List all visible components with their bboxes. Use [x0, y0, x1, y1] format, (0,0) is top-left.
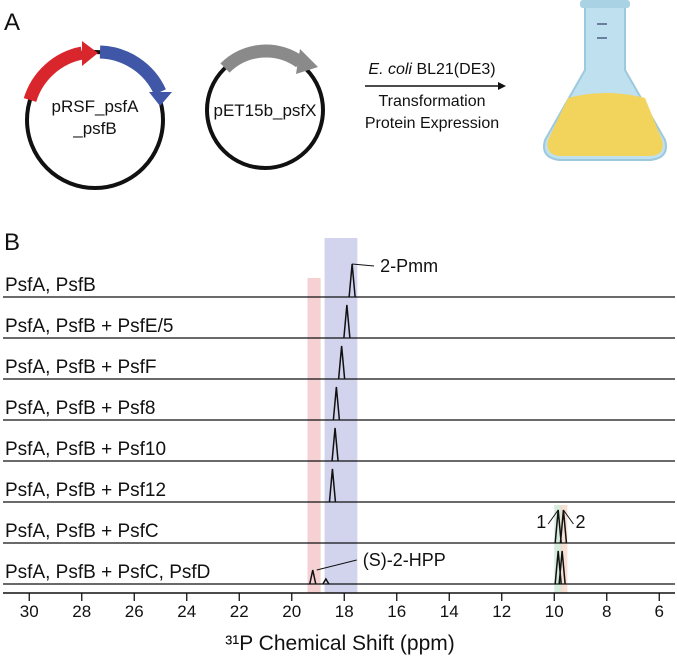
highlight-band [307, 278, 321, 593]
highlight-band [560, 505, 568, 593]
leader-line [316, 559, 357, 571]
host-strain: BL21(DE3) [416, 61, 495, 78]
annotation: (S)-2-HPP [363, 550, 446, 570]
host-label: E. coli BL21(DE3) [368, 61, 495, 78]
peak [332, 386, 341, 421]
peak [322, 577, 330, 585]
x-axis-title: ³¹P Chemical Shift (ppm) [225, 632, 455, 655]
plasmid-2 [205, 44, 325, 170]
step-label: Transformation [379, 93, 486, 110]
plasmid-label: pRSF_psfA [52, 97, 140, 116]
highlight-band [554, 505, 563, 593]
step-label: Protein Expression [365, 115, 499, 132]
flask [543, 0, 667, 161]
x-tick-label: 18 [335, 602, 354, 621]
trace-label: PsfA, PsfB + Psf10 [5, 439, 166, 460]
x-tick-label: 22 [230, 602, 249, 621]
trace-label: PsfA, PsfB + PsfC, PsfD [5, 562, 210, 583]
x-tick-label: 24 [177, 602, 196, 621]
plasmid-label: pET15b_psfX [213, 101, 316, 120]
peak [343, 304, 351, 339]
peak [331, 427, 339, 462]
x-tick-label: 16 [387, 602, 406, 621]
trace-label: PsfA, PsfB [5, 275, 96, 296]
annotation: 2 [575, 512, 585, 532]
arrowhead [498, 82, 506, 90]
peak [328, 468, 337, 503]
x-tick-label: 6 [655, 602, 664, 621]
trace-label: PsfA, PsfB + PsfE/5 [5, 316, 173, 337]
peak [309, 569, 317, 585]
x-tick-label: 20 [282, 602, 301, 621]
trace-label: PsfA, PsfB + Psf12 [5, 480, 166, 501]
leader-line [352, 263, 375, 267]
leader-line [547, 509, 559, 525]
trace-label: PsfA, PsfB + PsfF [5, 357, 157, 378]
x-tick-label: 14 [440, 602, 459, 621]
peak [337, 345, 346, 380]
peak [558, 550, 566, 585]
x-tick-label: 28 [72, 602, 91, 621]
plasmid-label: _psfB [72, 119, 116, 138]
annotation: 2-Pmm [380, 256, 438, 276]
x-tick-label: 26 [125, 602, 144, 621]
trace-label: PsfA, PsfB + PsfC [5, 521, 159, 542]
host-species: E. coli [368, 61, 412, 78]
trace-label: PsfA, PsfB + Psf8 [5, 398, 155, 419]
plasmid-1 [23, 41, 172, 190]
highlight-band [324, 238, 358, 593]
panel-label: A [4, 9, 20, 36]
peak [554, 509, 562, 544]
panel-label: B [4, 229, 20, 256]
x-tick-label: 30 [20, 602, 39, 621]
x-tick-label: 12 [492, 602, 511, 621]
x-tick-label: 8 [602, 602, 611, 621]
x-tick-label: 10 [545, 602, 564, 621]
leader-line [563, 509, 574, 525]
annotation: 1 [536, 512, 546, 532]
